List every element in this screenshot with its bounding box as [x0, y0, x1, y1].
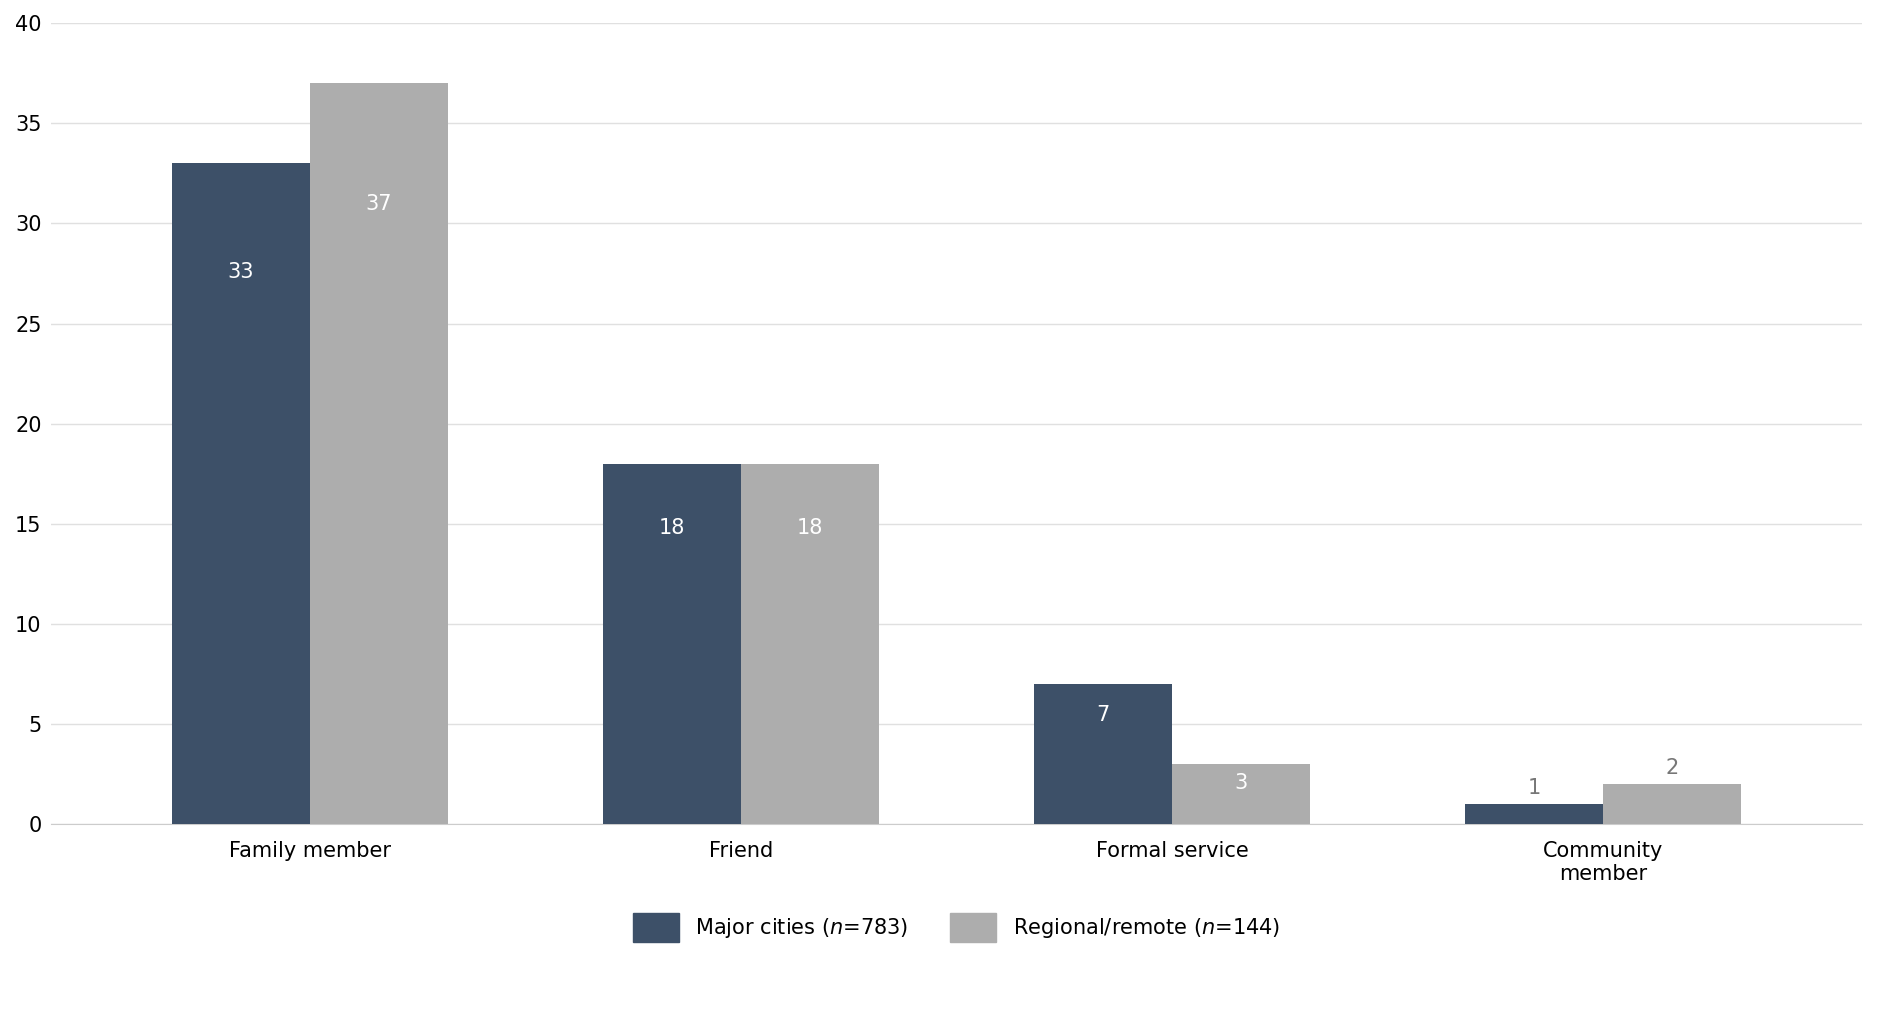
- Bar: [1034, 684, 1171, 824]
- Text: 3: 3: [1235, 773, 1248, 794]
- Bar: [603, 464, 741, 824]
- Text: 18: 18: [798, 518, 824, 538]
- Legend: Major cities ($n$=783), Regional/remote ($n$=144): Major cities ($n$=783), Regional/remote …: [633, 912, 1280, 942]
- Text: 33: 33: [227, 263, 253, 282]
- Text: 18: 18: [659, 518, 685, 538]
- Text: 7: 7: [1096, 705, 1109, 726]
- Bar: [1466, 805, 1603, 824]
- Bar: [1603, 785, 1742, 824]
- Bar: [173, 163, 310, 824]
- Bar: [741, 464, 878, 824]
- Bar: [310, 83, 449, 824]
- Text: 2: 2: [1665, 758, 1678, 779]
- Bar: [1171, 764, 1310, 824]
- Text: 1: 1: [1528, 779, 1541, 799]
- Text: 37: 37: [366, 194, 392, 214]
